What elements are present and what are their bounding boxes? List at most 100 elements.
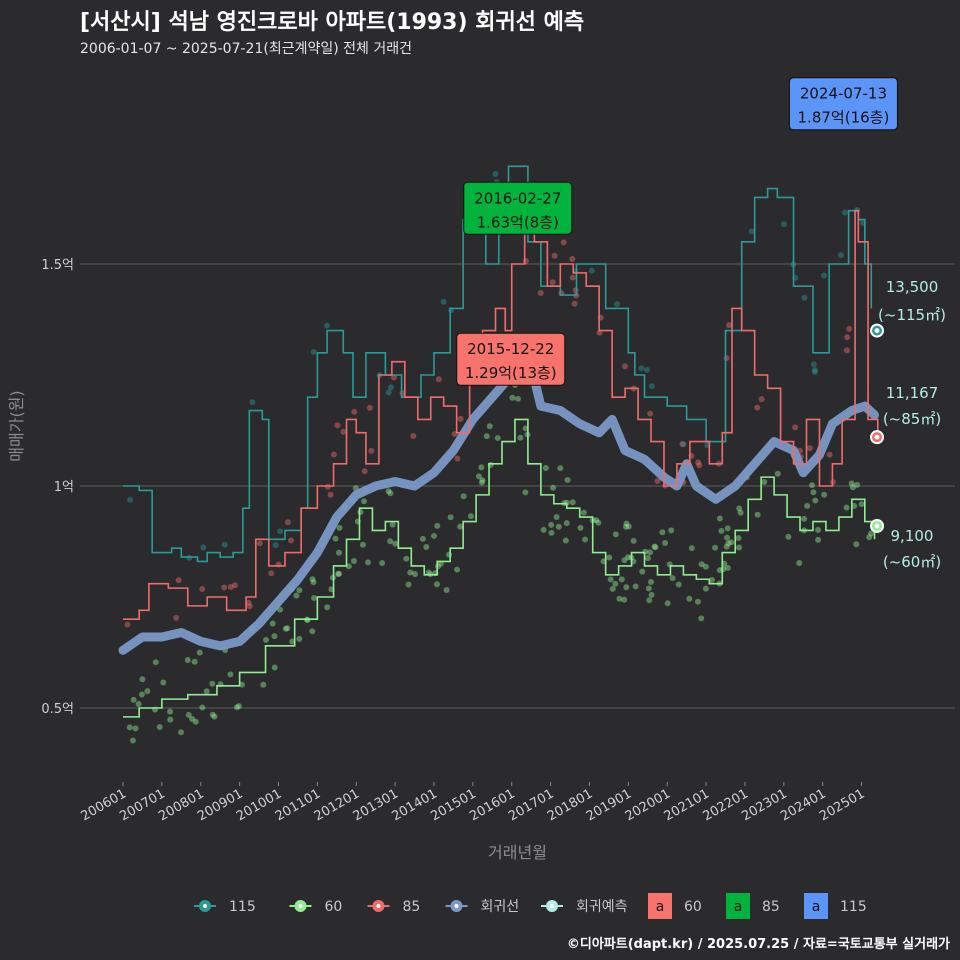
scatter-point-85 [454, 455, 461, 462]
scatter-point-85 [696, 462, 703, 469]
scatter-point-60 [359, 541, 366, 548]
scatter-point-60 [716, 567, 723, 574]
scatter-point-60 [639, 568, 646, 575]
scatter-point-60 [385, 488, 392, 495]
y-tick-label: 0.5억 [41, 702, 74, 717]
scatter-point-60 [457, 523, 464, 530]
scatter-point-60 [815, 536, 822, 543]
scatter-point-60 [296, 587, 303, 594]
scatter-point-60 [616, 595, 623, 602]
legend-box-glyph: a [656, 899, 665, 915]
scatter-point-60 [668, 527, 675, 534]
scatter-point-60 [851, 502, 858, 509]
forecast-area-label: (~60㎡) [883, 553, 941, 571]
scatter-point-115 [811, 367, 818, 374]
scatter-point-60 [447, 514, 454, 521]
scatter-point-60 [646, 597, 653, 604]
legend-label: 회귀예측 [576, 899, 628, 915]
scatter-point-60 [718, 527, 725, 534]
scatter-point-85 [572, 287, 579, 294]
scatter-point-85 [792, 424, 799, 431]
scatter-point-60 [821, 491, 828, 498]
scatter-point-60 [167, 708, 174, 715]
forecast-point-center [874, 434, 880, 440]
scatter-point-60 [238, 681, 245, 688]
scatter-point-60 [483, 433, 490, 440]
scatter-point-60 [555, 523, 562, 530]
scatter-point-60 [562, 537, 569, 544]
scatter-point-60 [514, 395, 521, 402]
scatter-point-60 [192, 718, 199, 725]
scatter-point-60 [494, 435, 501, 442]
scatter-point-60 [623, 520, 630, 527]
scatter-point-60 [152, 659, 159, 666]
scatter-point-85 [410, 433, 417, 440]
scatter-point-60 [203, 688, 210, 695]
scatter-point-60 [235, 703, 242, 710]
scatter-point-60 [854, 481, 861, 488]
legend-box-swatch [648, 893, 672, 919]
scatter-point-60 [311, 594, 318, 601]
scatter-point-60 [309, 628, 316, 635]
scatter-point-60 [478, 464, 485, 471]
legend-box-swatch [726, 893, 750, 919]
scatter-point-60 [644, 555, 651, 562]
scatter-point-85 [284, 519, 291, 526]
scatter-point-60 [625, 554, 632, 561]
scatter-point-60 [648, 578, 655, 585]
scatter-point-60 [227, 671, 234, 678]
regression-line [118, 361, 880, 655]
scatter-point-85 [551, 252, 558, 259]
scatter-point-60 [582, 536, 589, 543]
scatter-point-115 [588, 267, 595, 274]
scatter-point-60 [407, 569, 414, 576]
scatter-point-60 [785, 533, 792, 540]
scatter-point-60 [129, 737, 136, 744]
legend-point-center [376, 904, 381, 908]
legend-label: 85 [403, 899, 421, 915]
scatter-point-85 [366, 404, 373, 411]
annotation-date: 2015-12-22 [467, 340, 554, 358]
scatter-point-60 [724, 564, 731, 571]
scatter-point-60 [625, 523, 632, 530]
scatter-point-85 [549, 279, 556, 286]
y-tick-label: 1억 [54, 480, 74, 495]
scatter-point-60 [564, 476, 571, 483]
scatter-point-60 [723, 543, 730, 550]
scatter-point-60 [282, 625, 289, 632]
annotation-box [788, 77, 898, 131]
scatter-point-115 [648, 383, 655, 390]
scatter-point-60 [271, 664, 278, 671]
scatter-point-60 [580, 509, 587, 516]
scatter-point-115 [841, 209, 848, 216]
scatter-point-60 [309, 576, 316, 583]
legend-point-center [298, 904, 303, 908]
scatter-point-60 [517, 434, 524, 441]
annotation-box [463, 181, 573, 235]
scatter-point-60 [284, 625, 291, 632]
scatter-point-60 [189, 715, 196, 722]
scatter-point-85 [569, 256, 576, 263]
scatter-point-60 [289, 638, 296, 645]
annotation-price: 1.63억(8층) [477, 213, 559, 231]
legend-label: 115 [229, 899, 256, 915]
scatter-point-85 [221, 584, 228, 591]
scatter-point-60 [796, 560, 803, 567]
scatter-point-60 [542, 464, 549, 471]
scatter-point-60 [622, 523, 629, 530]
scatter-point-85 [368, 447, 375, 454]
legend-label: 85 [762, 899, 780, 915]
scatter-point-60 [645, 585, 652, 592]
scatter-point-60 [460, 493, 467, 500]
scatter-point-85 [287, 537, 294, 544]
scatter-point-60 [618, 576, 625, 583]
legend-box-glyph: a [812, 899, 821, 915]
scatter-point-60 [812, 497, 819, 504]
scatter-point-60 [403, 555, 410, 562]
scatter-point-60 [430, 532, 437, 539]
scatter-point-115 [821, 272, 828, 279]
scatter-point-60 [621, 557, 628, 564]
legend-label: 회귀선 [481, 899, 520, 915]
scatter-point-115 [837, 252, 844, 259]
legend-label: 60 [325, 899, 343, 915]
